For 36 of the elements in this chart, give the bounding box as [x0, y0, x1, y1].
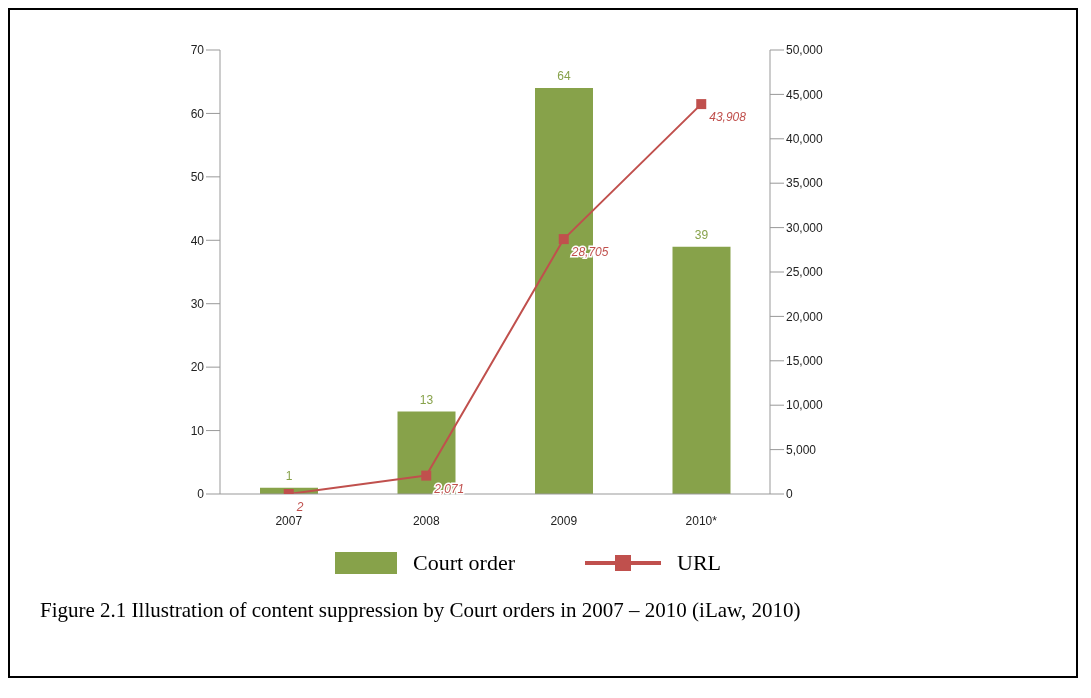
point	[421, 470, 432, 481]
y2-tick-label: 10,000	[786, 398, 824, 413]
data-label: 43,908	[709, 110, 747, 125]
y-tick-label: 30	[190, 296, 205, 311]
x-tick-label: 2007	[275, 513, 303, 528]
data-label: 1	[285, 468, 293, 483]
y-tick-label: 20	[190, 360, 205, 375]
y2-tick-label: 25,000	[786, 265, 824, 280]
y2-tick-label: 35,000	[786, 176, 824, 191]
y-tick-label: 0	[197, 487, 205, 502]
y2-tick-label: 30,000	[786, 220, 824, 235]
y-tick-label: 40	[190, 233, 205, 248]
x-tick-label: 2008	[412, 513, 440, 528]
x-tick-label: 2009	[550, 513, 578, 528]
y-tick-label: 60	[190, 106, 205, 121]
y2-tick-label: 15,000	[786, 354, 824, 369]
y2-tick-label: 0	[786, 487, 793, 502]
data-label: 13	[419, 392, 434, 407]
y2-tick-label: 50,000	[786, 43, 824, 58]
y2-tick-label: 20,000	[786, 309, 824, 324]
y-tick-label: 50	[190, 170, 205, 185]
y2-tick-label: 40,000	[786, 132, 824, 147]
y-tick-label: 10	[190, 423, 205, 438]
y2-tick-label: 5,000	[786, 442, 817, 457]
y2-tick-label: 45,000	[786, 87, 824, 102]
data-label: 39	[694, 227, 709, 242]
bar	[672, 246, 731, 494]
point	[558, 234, 569, 245]
point	[696, 99, 707, 110]
caption: Figure 2.1 Illustration of content suppression by Court orders in 2007 – 2010 (iLaw, 2010)	[39, 598, 802, 623]
data-label: 64	[557, 69, 571, 84]
legend-label: URL	[677, 550, 722, 576]
y-tick-label: 70	[190, 43, 205, 58]
x-tick-label: 2010*	[685, 513, 718, 528]
data-label: 2	[295, 499, 304, 514]
legend-label: Court order	[412, 550, 516, 576]
